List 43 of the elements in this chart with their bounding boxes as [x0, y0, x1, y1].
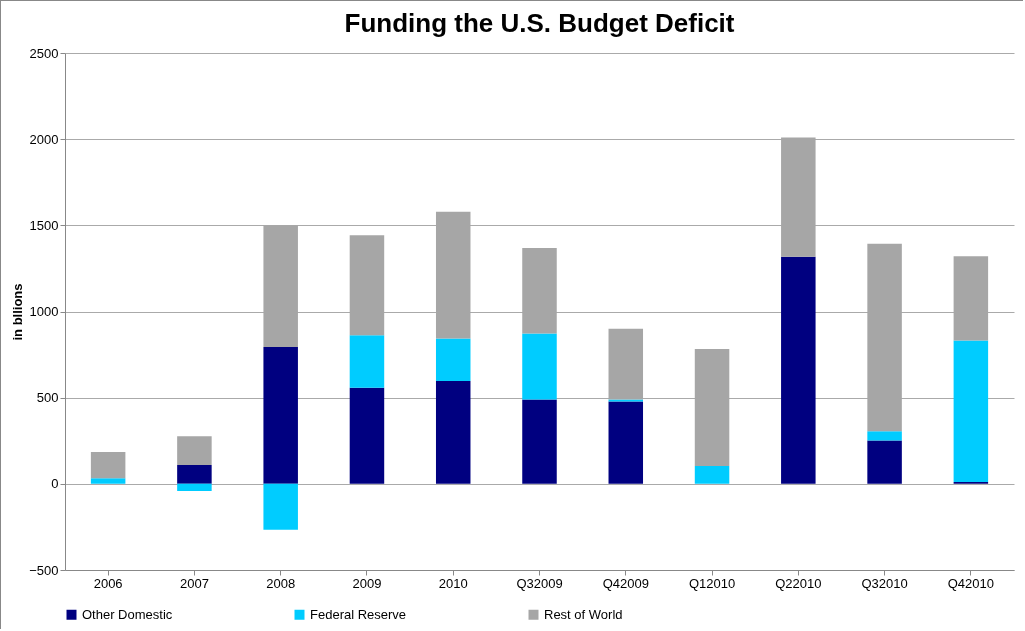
x-tick-label: 2010	[438, 575, 468, 591]
legend-label: Rest of World	[544, 606, 623, 622]
bar	[522, 333, 557, 400]
bar	[263, 483, 298, 530]
bar	[90, 451, 126, 479]
bar	[522, 399, 557, 484]
y-tick-label: 2500	[29, 45, 59, 61]
bar	[867, 431, 902, 441]
bar	[177, 465, 212, 484]
bar	[953, 340, 989, 483]
x-tick-label: Q12010	[688, 575, 736, 591]
bar	[263, 347, 298, 484]
legend-label: Other Domestic	[82, 606, 173, 622]
x-tick-label: Q32009	[516, 575, 563, 591]
y-tick-label: 1500	[29, 217, 59, 233]
y-tick-label: 1000	[29, 304, 59, 319]
x-tick-label: 2008	[266, 575, 296, 591]
y-tick-label: 500	[36, 390, 59, 406]
bar	[781, 256, 816, 484]
y-axis-title: in bllions	[10, 283, 26, 341]
bar	[177, 483, 212, 491]
x-tick-label: Q22010	[775, 575, 822, 591]
bar	[867, 440, 902, 484]
legend-label: Federal Reserve	[310, 606, 407, 622]
bar	[608, 401, 644, 484]
y-tick-label: −500	[29, 562, 59, 578]
x-tick-label: 2009	[352, 575, 382, 591]
bar	[608, 399, 644, 402]
x-tick-label: Q32010	[861, 575, 908, 591]
bar	[435, 380, 471, 484]
x-tick-label: Q42010	[947, 575, 994, 591]
x-tick-label: 2006	[93, 575, 123, 591]
bar	[349, 335, 385, 388]
bar	[90, 478, 126, 484]
bar	[349, 387, 385, 484]
x-tick-label: 2007	[179, 575, 209, 591]
x-tick-label: Q42009	[602, 575, 649, 591]
y-tick-label: 0	[51, 476, 59, 492]
y-tick-label: 2000	[29, 131, 59, 147]
bar	[435, 338, 471, 381]
bar	[177, 436, 212, 466]
chart-title: Funding the U.S. Budget Deficit	[344, 8, 735, 38]
bar	[694, 466, 730, 484]
